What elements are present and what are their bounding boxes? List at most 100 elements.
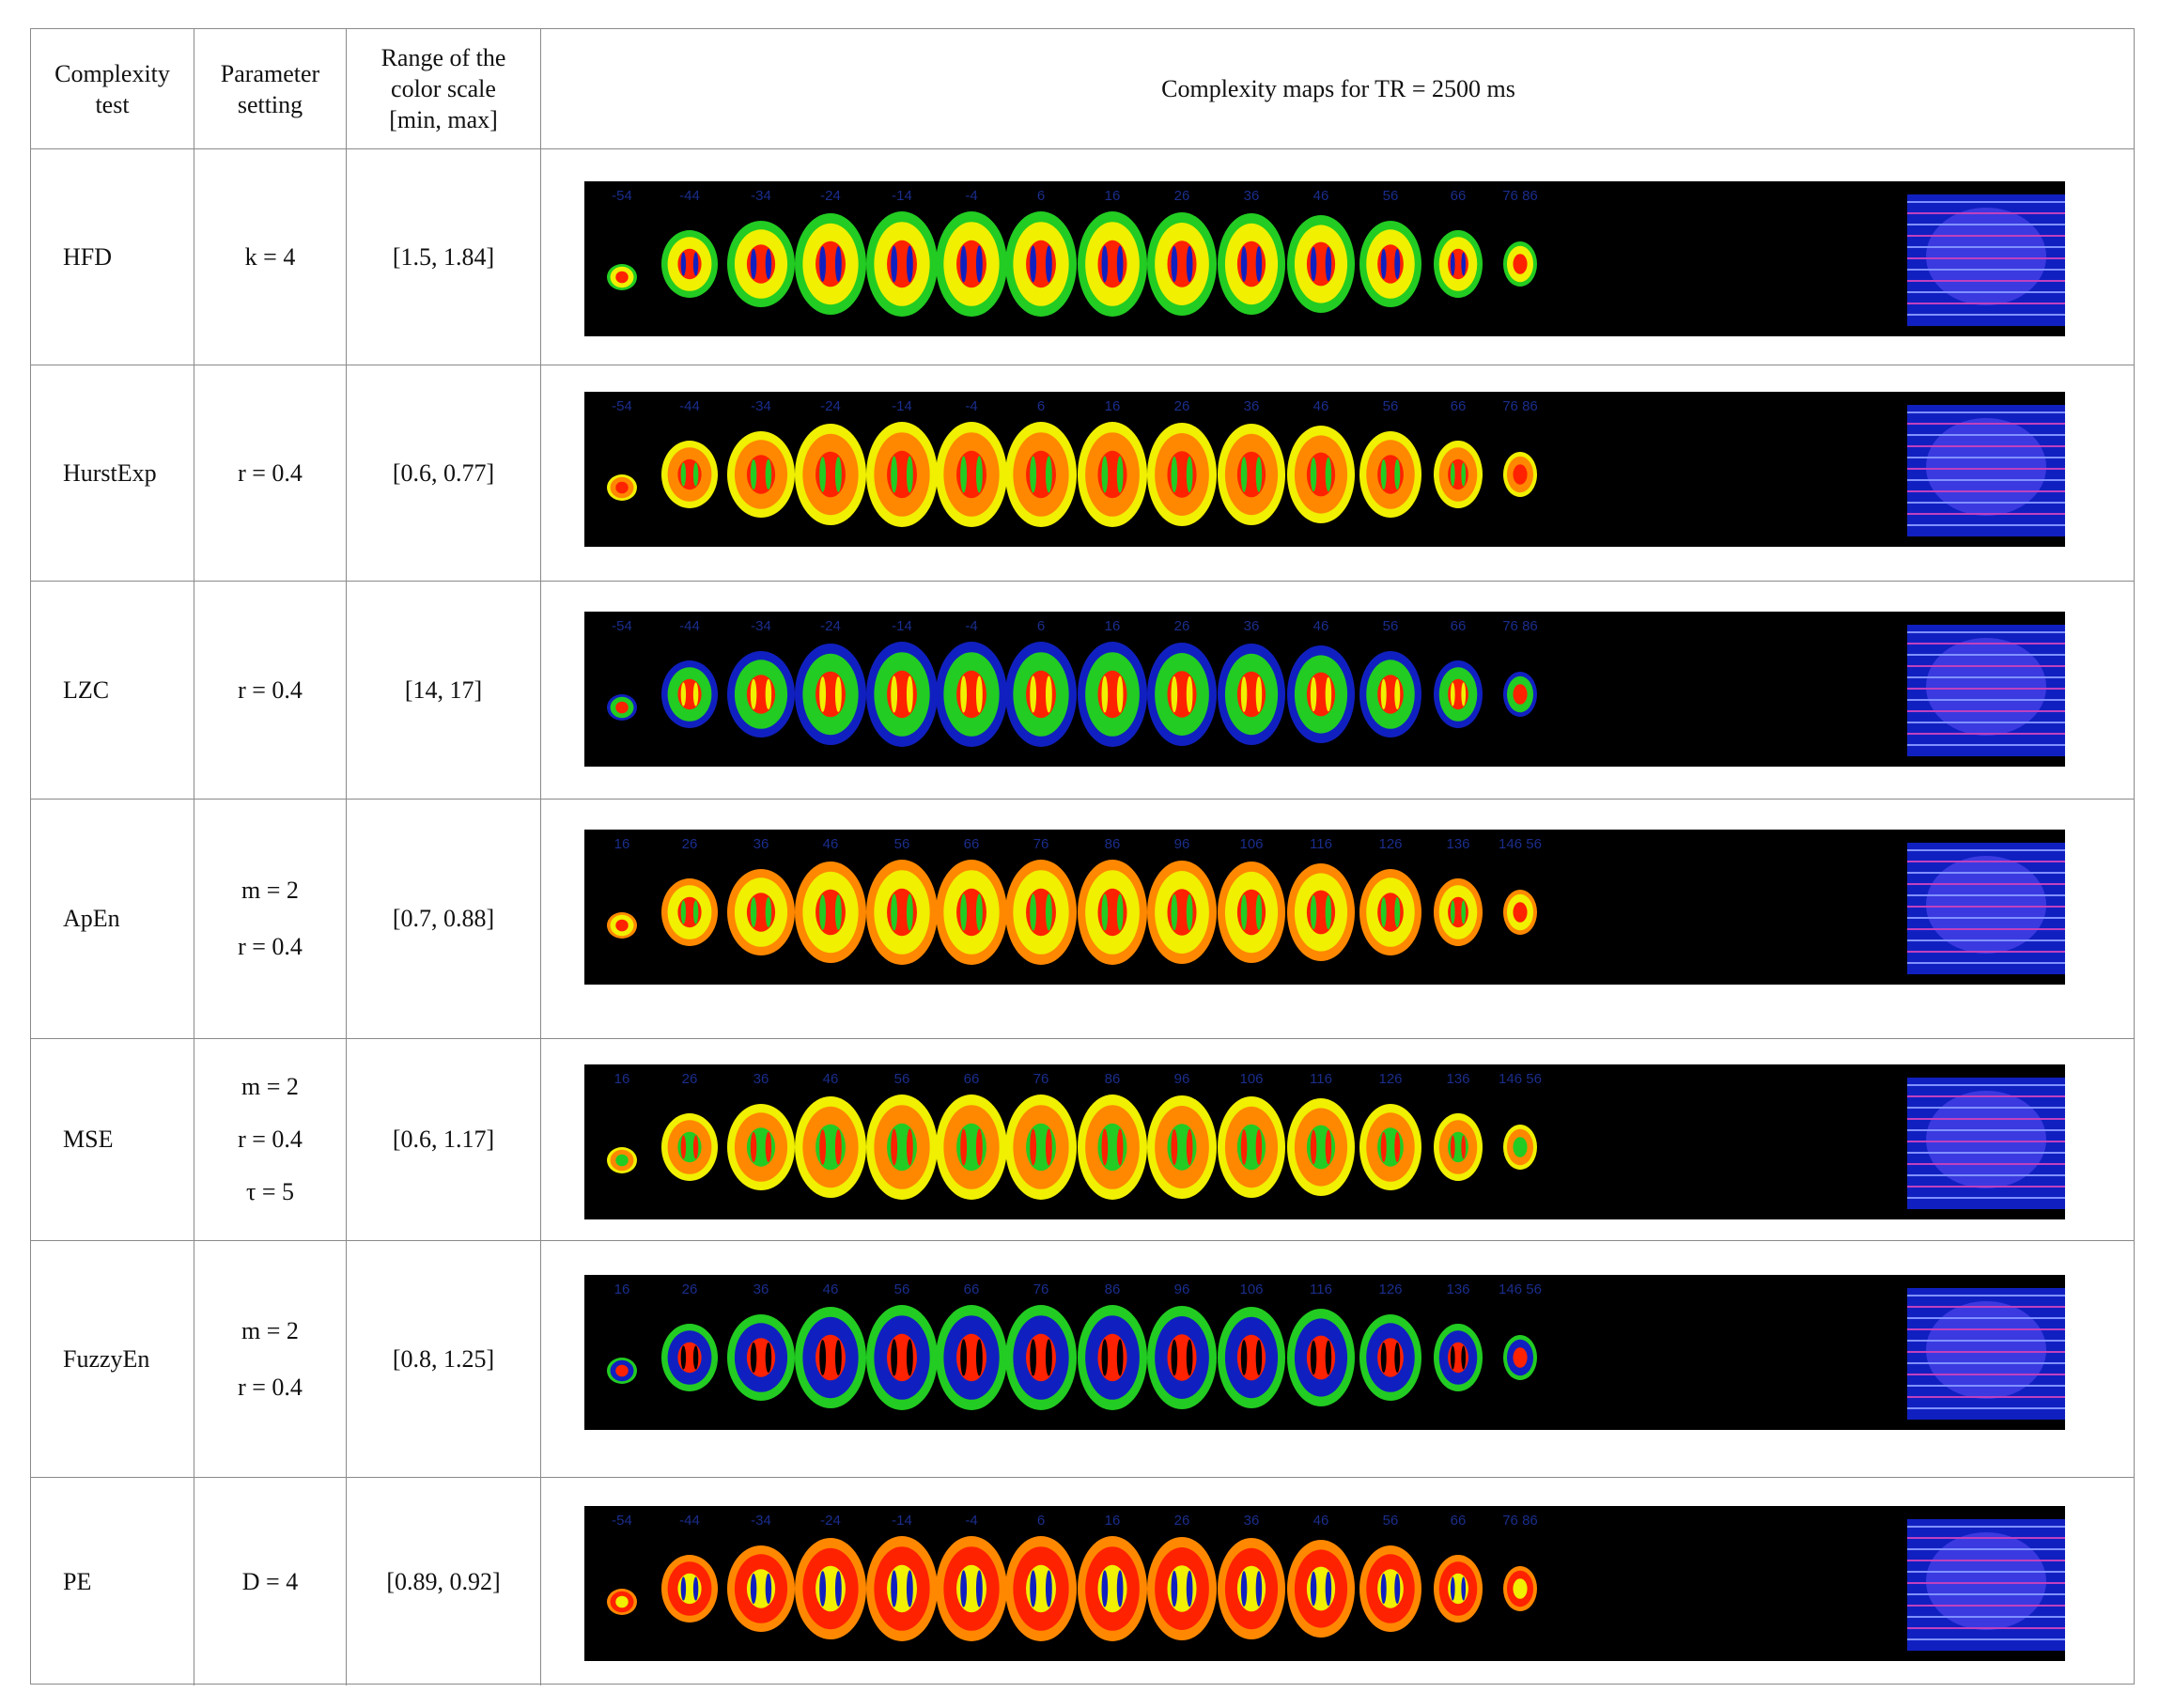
brain-slice xyxy=(727,651,795,738)
brain-slice xyxy=(1218,862,1285,963)
brain-slices-graphic: -54 -44 -34 -24 -14 -4 6 16 26 36 46 56 66 76 86 xyxy=(607,618,2065,756)
slice-label: 36 xyxy=(1244,618,1260,634)
brain-slice xyxy=(1005,642,1077,747)
slice-label: -24 xyxy=(820,618,841,634)
slice-label: -14 xyxy=(892,188,912,204)
brain-slice xyxy=(1434,230,1483,298)
slice-label: -34 xyxy=(751,398,771,414)
brain-slice xyxy=(936,422,1007,527)
slice-label: 66 xyxy=(1451,398,1467,414)
slice-label: 116 xyxy=(1310,836,1332,852)
brain-slice xyxy=(1287,1098,1355,1196)
header-parameter-setting: Parameter setting xyxy=(194,29,347,148)
brain-slices-graphic: -54 -44 -34 -24 -14 -4 6 16 26 36 46 56 66 76 86 xyxy=(607,188,2065,326)
slice-label: 26 xyxy=(682,836,698,852)
slice-label: 86 xyxy=(1105,836,1121,852)
brain-slice xyxy=(1434,441,1483,508)
brain-slices-graphic: 16 26 36 46 56 66 76 86 96 106 116 126 136 146 56 xyxy=(607,1281,2065,1420)
slice-label: 96 xyxy=(1174,836,1190,852)
slice-label: -44 xyxy=(679,618,700,634)
brain-slice xyxy=(866,642,938,747)
sagittal-view xyxy=(1907,843,2065,974)
slice-label: 56 xyxy=(1383,1513,1399,1529)
param: m = 2 xyxy=(241,1073,299,1100)
parameter-list: m = 2 r = 0.4 xyxy=(194,800,346,1038)
slice-label: 56 xyxy=(894,836,910,852)
brain-slice xyxy=(1434,1555,1483,1623)
slice-label: 146 56 xyxy=(1499,1071,1542,1087)
brain-slice xyxy=(1005,860,1077,965)
slice-label: 116 xyxy=(1310,1281,1332,1297)
test-name: PE xyxy=(63,1567,92,1595)
brain-slice xyxy=(1078,1095,1147,1200)
slice-label: 106 xyxy=(1239,1071,1263,1087)
slice-label: 6 xyxy=(1037,618,1045,634)
slice-label: -44 xyxy=(679,188,700,204)
brain-slice xyxy=(1005,211,1077,317)
brain-slices-graphic: 16 26 36 46 56 66 76 86 96 106 116 126 136 146 56 xyxy=(607,836,2065,974)
brain-slice xyxy=(661,230,718,298)
slice-label: 16 xyxy=(1105,618,1121,634)
brain-slice xyxy=(1359,1314,1421,1401)
slice-label: 146 56 xyxy=(1499,836,1542,852)
slice-label: 26 xyxy=(1174,618,1190,634)
brain-slice xyxy=(795,1096,866,1198)
brain-slice xyxy=(1005,422,1077,527)
header-col3-line1: Range of the xyxy=(381,44,506,71)
slice-label: 56 xyxy=(1383,398,1399,414)
brain-slice xyxy=(1503,1125,1537,1170)
brain-slice xyxy=(1503,241,1537,287)
brain-slice xyxy=(1147,861,1217,964)
slice-label: 136 xyxy=(1446,836,1469,852)
table-row: HFD k = 4 [1.5, 1.84] -54 -44 -34 -24 -14 -4 6… xyxy=(31,149,2134,365)
color-range: [1.5, 1.84] xyxy=(392,242,495,271)
brain-slice xyxy=(936,1536,1007,1641)
slice-label: -54 xyxy=(612,618,632,634)
brain-slice xyxy=(1359,1545,1421,1632)
slice-label: -4 xyxy=(965,1513,977,1529)
complexity-map-image: -54 -44 -34 -24 -14 -4 6 16 26 36 46 56 66 76 86 xyxy=(584,392,2065,547)
brain-slice xyxy=(936,642,1007,747)
brain-slice xyxy=(936,1095,1007,1200)
table-row: FuzzyEn m = 2 r = 0.4 [0.8, 1.25] 16 26 36… xyxy=(31,1241,2134,1478)
slice-label: -44 xyxy=(679,1513,700,1529)
brain-slice xyxy=(727,431,795,518)
brain-slice xyxy=(1434,660,1483,728)
slice-label: -14 xyxy=(892,398,912,414)
brain-slice xyxy=(661,660,718,728)
slice-label: 76 xyxy=(1033,1071,1049,1087)
slice-label: 36 xyxy=(753,836,769,852)
sagittal-view xyxy=(1907,194,2065,326)
header-col1-line1: Complexity xyxy=(54,59,170,87)
brain-slice xyxy=(1078,1536,1147,1641)
param: m = 2 xyxy=(241,1316,299,1344)
header-complexity-maps: Complexity maps for TR = 2500 ms xyxy=(541,29,2136,148)
slice-label: 56 xyxy=(894,1071,910,1087)
brain-slice xyxy=(661,1113,718,1181)
slice-label: -54 xyxy=(612,398,632,414)
slice-label: 36 xyxy=(1244,1513,1260,1529)
brain-slice xyxy=(607,912,637,939)
slice-label: -14 xyxy=(892,618,912,634)
brain-slice xyxy=(936,211,1007,317)
slice-label: 16 xyxy=(1105,1513,1121,1529)
slice-label: 96 xyxy=(1174,1071,1190,1087)
brain-slice xyxy=(1078,642,1147,747)
brain-slice xyxy=(661,441,718,508)
brain-slice xyxy=(1359,651,1421,738)
brain-slice xyxy=(866,1095,938,1200)
slice-label: 46 xyxy=(823,1071,839,1087)
slice-label: 16 xyxy=(614,836,630,852)
slice-label: 46 xyxy=(1313,1513,1329,1529)
header-color-range: Range of the color scale [min, max] xyxy=(347,29,541,148)
brain-slice xyxy=(1147,423,1217,526)
table-row: MSE m = 2 r = 0.4 τ = 5 [0.6, 1.17] 16 26… xyxy=(31,1039,2134,1241)
slice-label: 16 xyxy=(1105,188,1121,204)
slice-label: -24 xyxy=(820,1513,841,1529)
slice-label: 6 xyxy=(1037,1513,1045,1529)
brain-slice xyxy=(1434,878,1483,946)
color-range: [14, 17] xyxy=(404,675,483,704)
header-col3-line3: [min, max] xyxy=(389,106,498,133)
slice-label: 36 xyxy=(1244,398,1260,414)
brain-slice xyxy=(661,1555,718,1623)
